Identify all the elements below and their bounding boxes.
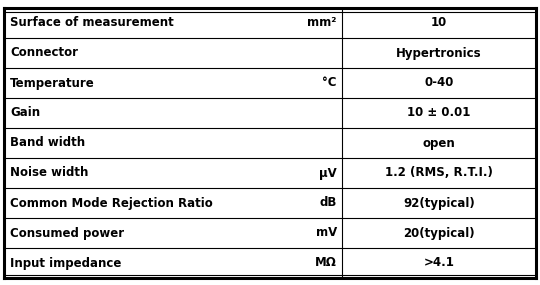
Text: Noise width: Noise width: [10, 166, 89, 180]
Text: Consumed power: Consumed power: [10, 227, 124, 239]
Text: 20(typical): 20(typical): [403, 227, 475, 239]
Text: μV: μV: [319, 166, 337, 180]
Text: Surface of measurement: Surface of measurement: [10, 17, 174, 30]
Text: Temperature: Temperature: [10, 76, 94, 89]
Text: dB: dB: [320, 196, 337, 209]
Text: Hypertronics: Hypertronics: [396, 46, 482, 60]
Text: 0-40: 0-40: [424, 76, 454, 89]
Text: >4.1: >4.1: [423, 256, 454, 270]
Text: Connector: Connector: [10, 46, 78, 60]
Text: 10: 10: [431, 17, 447, 30]
Text: mm²: mm²: [307, 17, 337, 30]
Text: Gain: Gain: [10, 107, 40, 119]
Text: 10 ± 0.01: 10 ± 0.01: [407, 107, 470, 119]
Text: Common Mode Rejection Ratio: Common Mode Rejection Ratio: [10, 196, 213, 209]
Text: open: open: [422, 137, 455, 150]
Text: 1.2 (RMS, R.T.I.): 1.2 (RMS, R.T.I.): [385, 166, 493, 180]
Text: °C: °C: [322, 76, 337, 89]
Text: Band width: Band width: [10, 137, 85, 150]
Text: mV: mV: [315, 227, 337, 239]
Text: MΩ: MΩ: [315, 256, 337, 270]
Text: 92(typical): 92(typical): [403, 196, 475, 209]
Text: Input impedance: Input impedance: [10, 256, 122, 270]
